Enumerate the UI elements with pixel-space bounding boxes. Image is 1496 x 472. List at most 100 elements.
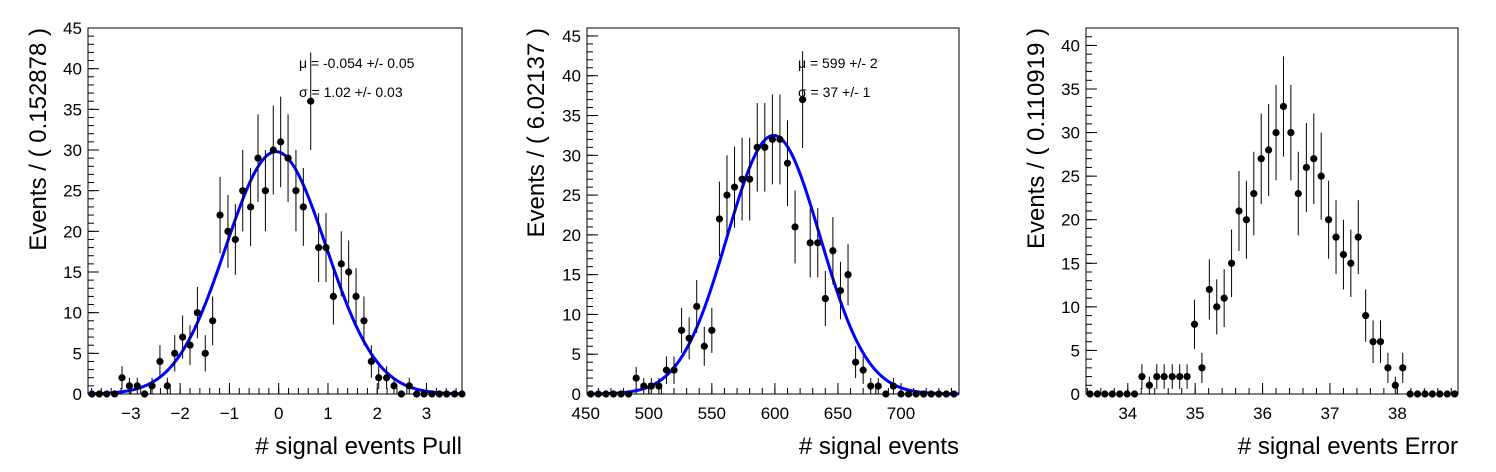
pull-data-point (435, 390, 443, 398)
error-data-point (1160, 372, 1168, 381)
signal-data-point (753, 143, 761, 151)
signal-data-point (791, 223, 799, 231)
pull-y-tick-label: 20 (63, 222, 82, 241)
pull-y-tick-label: 40 (63, 60, 82, 79)
signal-y-tick-label: 5 (572, 345, 581, 364)
pull-data-point (299, 203, 307, 211)
error-data-point (1302, 163, 1310, 172)
pull-data-point (375, 374, 383, 382)
pull-x-tick-label: 0 (274, 404, 283, 423)
signal-axis-ticks: 0 5 10 15 20 25 30 35 40 45 450 500 550 600 650 700 (562, 27, 952, 423)
error-y-tick-label: 20 (1061, 211, 1080, 230)
error-data-point (1354, 233, 1362, 241)
pull-data-point (95, 390, 103, 398)
pull-fit-line (87, 150, 463, 396)
pull-y-tick-label: 0 (73, 385, 82, 404)
pull-data-points (88, 52, 466, 398)
pull-data-point (345, 268, 353, 276)
signal-data-point (950, 390, 958, 398)
pull-data-point (186, 341, 194, 349)
signal-x-tick-label: 650 (824, 404, 852, 423)
signal-data-point (942, 390, 950, 398)
pull-data-point (118, 374, 126, 382)
signal-data-point (677, 326, 686, 334)
pull-data-point (125, 382, 133, 390)
error-data-point (1220, 294, 1228, 302)
error-data-point (1325, 216, 1333, 224)
signal-data-point (625, 390, 633, 398)
signal-x-tick-label: 700 (887, 404, 915, 423)
pull-data-point (247, 203, 255, 211)
error-data-point (1436, 390, 1444, 398)
error-y-tick-label: 30 (1061, 124, 1080, 143)
pull-data-point (111, 390, 119, 398)
error-data-point (1369, 338, 1377, 346)
error-x-tick-label: 38 (1388, 404, 1407, 423)
signal-y-tick-label: 35 (562, 107, 581, 126)
pull-data-point (307, 97, 315, 105)
error-data-point (1413, 390, 1422, 398)
pull-x-tick-label: −2 (170, 404, 189, 423)
error-data-point (1451, 390, 1459, 398)
signal-data-point (927, 390, 935, 398)
pull-y-axis-label: Events / ( 0.152878 ) (25, 28, 52, 251)
signal-data-point (670, 366, 678, 374)
error-data-point (1123, 390, 1131, 398)
signal-panel: 0 5 10 15 20 25 30 35 40 45 450 500 550 600 650 700 # s… (523, 27, 960, 460)
signal-data-point (693, 302, 701, 311)
error-data-point (1428, 390, 1436, 398)
pull-data-point (405, 382, 413, 390)
signal-data-point (617, 390, 625, 398)
error-panel: 0 5 10 15 20 25 30 35 40 34 35 36 37 38 # signal even… (1023, 27, 1459, 460)
pull-data-point (171, 349, 179, 357)
error-data-point (1384, 364, 1392, 372)
pull-data-point (420, 390, 428, 398)
pull-data-point (239, 187, 247, 195)
signal-data-point (647, 382, 655, 390)
error-data-point (1287, 128, 1295, 137)
signal-data-point (859, 366, 867, 374)
error-data-point (1130, 390, 1139, 398)
pull-data-point (88, 390, 96, 398)
signal-data-point (768, 135, 776, 143)
pull-x-tick-label: −1 (220, 404, 239, 423)
error-data-point (1168, 372, 1176, 381)
signal-y-tick-label: 20 (562, 226, 581, 245)
signal-y-axis-label: Events / ( 6.02137 ) (523, 28, 550, 237)
pull-data-point (148, 382, 156, 390)
pull-data-point (315, 244, 323, 252)
pull-data-point (443, 390, 451, 398)
signal-y-tick-label: 40 (562, 67, 581, 86)
pull-panel: 0 5 10 15 20 25 30 35 40 45 −3 −2 −1 0 1 2 3 # signal ev… (25, 19, 466, 460)
signal-y-tick-label: 30 (562, 146, 581, 165)
error-data-point (1406, 390, 1414, 398)
signal-data-point (889, 382, 898, 390)
error-x-tick-label: 34 (1118, 404, 1137, 423)
signal-data-point (821, 294, 829, 303)
error-x-tick-label: 35 (1186, 404, 1205, 423)
pull-data-point (322, 244, 330, 252)
error-data-point (1339, 250, 1348, 259)
pull-data-point (284, 154, 292, 162)
pull-x-tick-label: 2 (373, 404, 382, 423)
pull-sigma-annotation: σ = 1.02 +/- 0.03 (299, 84, 403, 100)
error-y-tick-label: 25 (1061, 167, 1080, 186)
pull-data-point (254, 154, 262, 162)
pull-data-point (179, 333, 187, 341)
pull-y-tick-label: 10 (63, 304, 82, 323)
error-data-point (1347, 259, 1355, 267)
pull-y-tick-label: 45 (63, 19, 82, 38)
error-data-point (1093, 390, 1102, 398)
pull-data-point (292, 187, 300, 195)
error-y-tick-label: 35 (1061, 80, 1080, 99)
signal-y-tick-label: 0 (572, 385, 581, 404)
error-x-tick-label: 36 (1253, 404, 1272, 423)
error-data-point (1198, 364, 1206, 372)
pull-mu-annotation: μ = -0.054 +/- 0.05 (299, 55, 415, 71)
error-x-axis-label: # signal events Error (1238, 433, 1458, 460)
error-data-point (1176, 372, 1184, 381)
error-data-point (1183, 372, 1191, 381)
pull-data-point (103, 390, 111, 398)
signal-data-point (662, 366, 671, 374)
error-data-point (1272, 128, 1280, 137)
